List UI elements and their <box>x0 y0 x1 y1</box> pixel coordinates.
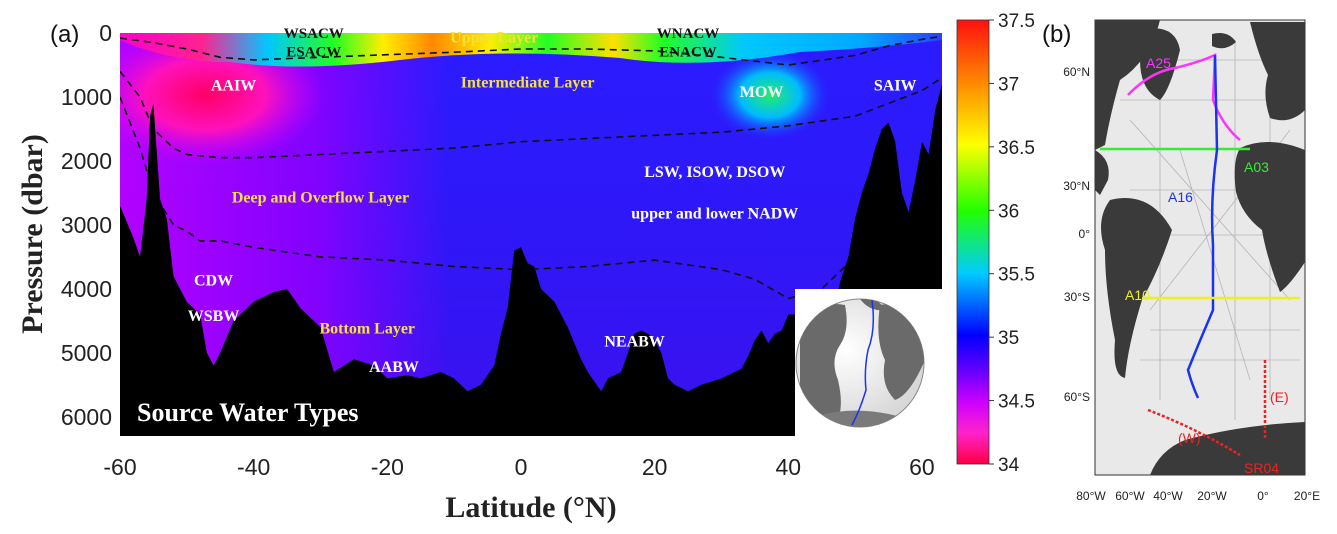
map-land-africa <box>1234 141 1305 292</box>
water-mass-label: ESACW <box>286 45 341 61</box>
map-label-sr04: SR04 <box>1244 460 1279 476</box>
globe-continent-africa <box>878 304 924 400</box>
x-tick-label: -20 <box>371 454 404 480</box>
chart-title: Source Water Types <box>137 398 359 427</box>
layer-label: Bottom Layer <box>320 321 416 338</box>
map-lon-tick: 0° <box>1257 489 1269 503</box>
water-mass-label: AAIW <box>211 78 256 95</box>
layer-labels: Upper Layer Intermediate Layer Deep and Ov… <box>232 30 595 338</box>
colorbar: 37.5 37 36.5 36 35.5 35 34.5 34 <box>956 11 1035 476</box>
x-tick-label: 40 <box>775 454 801 480</box>
water-mass-label: ENACW <box>659 45 717 61</box>
colorbar-scale <box>956 19 990 465</box>
x-tick-label: 20 <box>642 454 668 480</box>
x-axis: -60 -40 -20 0 20 40 60 <box>103 454 934 480</box>
colorbar-tick-label: 36 <box>998 201 1019 222</box>
bathymetry <box>120 84 942 436</box>
x-tick-label: 60 <box>909 454 935 480</box>
map-content <box>1095 20 1305 475</box>
map-lat-tick: 60°S <box>1064 390 1090 404</box>
map-lon-tick: 80°W <box>1076 489 1106 503</box>
water-mass-label: NEABW <box>604 333 664 350</box>
y-tick-label: 3000 <box>61 212 112 238</box>
y-tick-label: 4000 <box>61 276 112 302</box>
colorbar-tick-label: 35 <box>998 328 1019 349</box>
panel-label-b: (b) <box>1042 21 1071 48</box>
y-axis: 0 1000 2000 3000 4000 5000 6000 <box>61 20 112 430</box>
panel-label-a: (a) <box>50 21 79 48</box>
colorbar-tick-label: 36.5 <box>998 138 1035 159</box>
map-section-a25 <box>1127 52 1241 141</box>
colorbar-tick-label: 37 <box>998 74 1019 95</box>
map-label-a25: A25 <box>1146 55 1171 71</box>
map-lat-tick: 0° <box>1079 227 1091 241</box>
map-lat-tick: 30°N <box>1063 179 1090 193</box>
map-land-greenland <box>1140 28 1180 100</box>
y-tick-label: 0 <box>99 20 112 46</box>
y-tick-label: 6000 <box>61 404 112 430</box>
colorbar-tick-label: 34 <box>998 455 1020 476</box>
water-mass-label: SAIW <box>874 78 917 95</box>
water-mass-label: MOW <box>740 84 784 101</box>
salinity-field-aaiw <box>120 33 325 165</box>
water-mass-labels: WSACW ESACW WNACW ENACW AAIW MOW SAIW LSW, ISOW… <box>188 26 917 376</box>
map-lon-tick: 60°W <box>1115 489 1145 503</box>
map-label-a03: A03 <box>1244 159 1269 175</box>
layer-label: Upper Layer <box>450 30 538 47</box>
boundary-line-3 <box>120 96 890 300</box>
boundary-line-1 <box>120 35 942 66</box>
isopycnal-boundaries <box>120 35 942 300</box>
map-land-south-america <box>1101 198 1172 378</box>
map-land-iceland <box>1212 33 1236 49</box>
x-tick-label: -40 <box>237 454 270 480</box>
layer-label: Deep and Overflow Layer <box>232 190 409 207</box>
colorbar-tick-label: 37.5 <box>998 11 1035 32</box>
x-tick-label: -60 <box>103 454 136 480</box>
water-mass-label: AABW <box>369 359 419 376</box>
colorbar-tick-label: 35.5 <box>998 265 1035 286</box>
map-panel: A25 A03 A16 A10 SR04 (W) (E) 80°W 60°W 4… <box>1063 19 1320 503</box>
y-tick-label: 5000 <box>61 340 112 366</box>
water-mass-label: LSW, ISOW, DSOW <box>644 164 785 181</box>
map-section-sr04-west <box>1147 408 1241 457</box>
boundary-line-2 <box>120 70 942 159</box>
map-lon-tick: 40°W <box>1153 489 1183 503</box>
map-label-sr04-east: (E) <box>1270 389 1289 405</box>
globe-inset <box>795 289 942 437</box>
map-label-sr04-west: (W) <box>1178 430 1201 446</box>
map-lat-tick: 30°S <box>1064 290 1090 304</box>
map-lat-tick: 60°N <box>1063 65 1090 79</box>
water-mass-label: WSACW <box>284 26 344 42</box>
x-axis-label: Latitude (°N) <box>445 491 616 524</box>
map-section-a16 <box>1186 54 1219 399</box>
y-tick-label: 2000 <box>61 148 112 174</box>
colorbar-ticks: 37.5 37 36.5 36 35.5 35 34.5 34 <box>989 11 1035 476</box>
map-label-a16: A16 <box>1168 189 1193 205</box>
water-mass-label: CDW <box>194 273 233 290</box>
layer-label: Intermediate Layer <box>461 74 595 91</box>
section-plot <box>120 33 942 436</box>
globe-continent-americas <box>800 304 847 427</box>
water-mass-label: WSBW <box>188 308 240 325</box>
salinity-field-mow <box>710 50 830 140</box>
colorbar-tick-label: 34.5 <box>998 392 1035 413</box>
water-mass-label: upper and lower NADW <box>631 206 798 223</box>
map-label-a10: A10 <box>1125 287 1150 303</box>
map-land-central-america <box>1095 150 1109 195</box>
water-mass-label: WNACW <box>657 26 720 42</box>
map-track-line <box>1179 149 1251 381</box>
map-land-europe <box>1250 22 1305 121</box>
x-tick-label: 0 <box>515 454 528 480</box>
map-lon-tick: 20°W <box>1197 489 1227 503</box>
y-axis-label: Pressure (dbar) <box>16 134 49 334</box>
map-lon-tick: 20°E <box>1294 489 1320 503</box>
globe-a16-track <box>851 299 875 426</box>
y-tick-label: 1000 <box>61 84 112 110</box>
